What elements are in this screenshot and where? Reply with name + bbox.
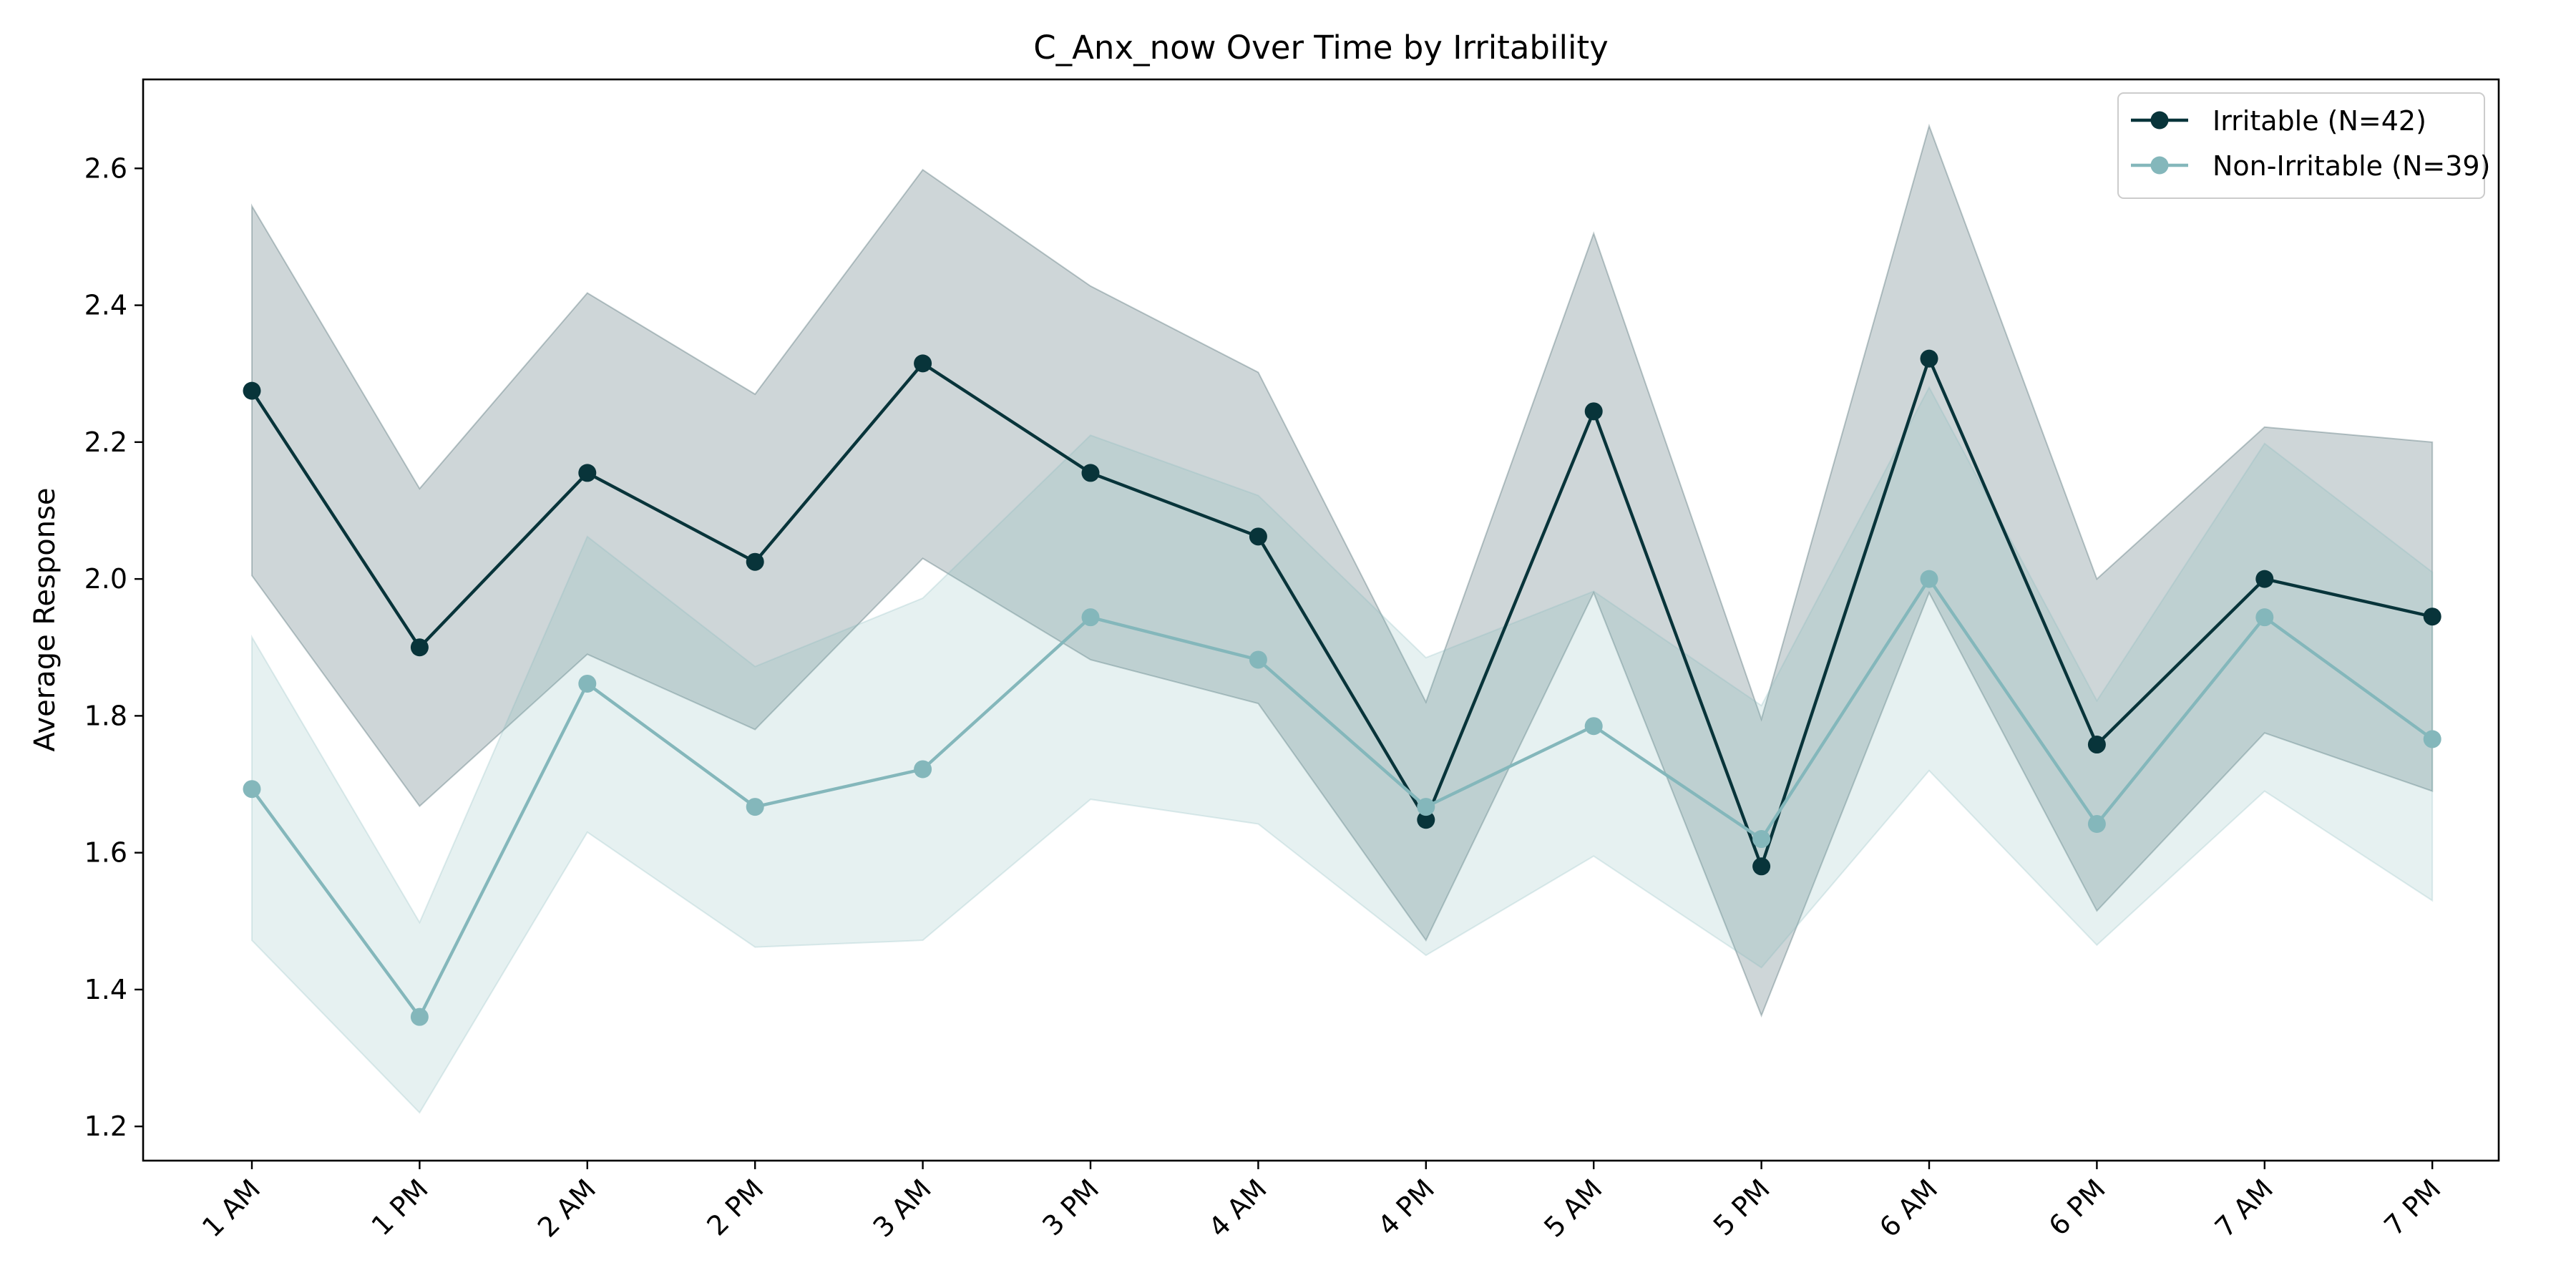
point-series-1-2-pm (746, 552, 764, 571)
point-series-1-7-pm (2423, 608, 2441, 626)
x-tick-label-7-pm: 7 PM (2378, 1173, 2446, 1241)
point-series-2-3-pm (1081, 608, 1100, 627)
x-tick-label-4-am: 4 AM (1202, 1173, 1272, 1243)
legend-marker-series-1 (2150, 111, 2169, 130)
y-tick-label-2-6: 2.6 (84, 152, 127, 184)
x-tick-label-6-am: 6 AM (1873, 1173, 1943, 1243)
point-series-1-1-pm (410, 638, 429, 657)
point-series-1-6-pm (2087, 736, 2106, 754)
point-series-1-3-am (914, 354, 932, 373)
series-markers (243, 349, 2441, 1026)
point-series-2-1-pm (410, 1008, 429, 1026)
point-series-2-7-pm (2423, 730, 2441, 748)
legend-marker-series-2 (2150, 156, 2169, 175)
x-axis: 1 AM 1 PM 2 AM 2 PM 3 AM 3 PM 4 AM 4 PM 5 AM 5 PM… (196, 1161, 2447, 1244)
point-series-2-5-pm (1752, 830, 1771, 849)
y-tick-label-1-8: 1.8 (84, 700, 127, 731)
x-tick-label-2-am: 2 AM (532, 1173, 602, 1243)
y-tick-label-1-4: 1.4 (84, 974, 127, 1005)
line-series-2 (250, 577, 2434, 1019)
x-tick-label-5-am: 5 AM (1538, 1173, 1608, 1243)
legend-label-series-1: Irritable (N=42) (2212, 105, 2426, 137)
y-axis-label: Average Response (29, 487, 62, 751)
x-tick-label-1-pm: 1 PM (366, 1173, 434, 1241)
point-series-2-7-am (2255, 608, 2274, 627)
line-series-1 (250, 356, 2433, 868)
plot-frame (142, 78, 2500, 1162)
confidence-band-series-1 (251, 123, 2434, 1018)
y-tick-label-1-2: 1.2 (84, 1111, 127, 1142)
point-series-2-2-pm (746, 798, 764, 816)
legend: Irritable (N=42) Non-Irritable (N=39) (2117, 92, 2490, 199)
point-series-1-7-am (2255, 570, 2274, 588)
y-axis: 1.2 1.4 1.6 1.8 2.0 2.2 2.4 2.6 (84, 152, 143, 1142)
point-series-2-4-pm (1417, 798, 1435, 816)
x-tick-label-3-am: 3 AM (867, 1173, 937, 1243)
point-series-1-3-pm (1081, 464, 1100, 482)
point-series-2-3-am (914, 760, 932, 779)
point-series-1-1-am (243, 381, 261, 400)
point-series-2-1-am (243, 780, 261, 799)
point-series-2-6-am (1920, 570, 1938, 588)
point-series-1-4-pm (1417, 811, 1435, 829)
series-lines (250, 356, 2434, 1019)
x-tick-label-6-pm: 6 PM (2043, 1173, 2112, 1241)
point-series-2-6-pm (2087, 814, 2106, 833)
point-series-1-4-am (1249, 527, 1267, 546)
x-tick-label-1-am: 1 AM (196, 1173, 266, 1243)
point-series-2-2-am (578, 674, 597, 693)
confidence-band-series-2 (251, 386, 2434, 1114)
x-tick-label-4-pm: 4 PM (1372, 1173, 1440, 1241)
legend-box (2117, 92, 2485, 199)
x-tick-label-7-am: 7 AM (2209, 1173, 2279, 1243)
y-tick-label-2-0: 2.0 (84, 563, 127, 595)
y-tick-label-2-2: 2.2 (84, 426, 127, 458)
y-tick-label-2-4: 2.4 (84, 290, 127, 321)
point-series-1-2-am (578, 464, 597, 482)
x-tick-label-3-pm: 3 PM (1036, 1173, 1105, 1241)
y-tick-label-1-6: 1.6 (84, 837, 127, 869)
x-tick-label-2-pm: 2 PM (701, 1173, 769, 1241)
chart-title: C_Anx_now Over Time by Irritability (1033, 29, 1609, 67)
point-series-2-5-am (1584, 717, 1603, 736)
confidence-bands (251, 123, 2434, 1114)
legend-label-series-2: Non-Irritable (N=39) (2212, 150, 2490, 182)
point-series-2-4-am (1249, 650, 1267, 669)
point-series-1-5-am (1584, 402, 1603, 421)
point-series-1-5-pm (1752, 857, 1771, 876)
x-tick-label-5-pm: 5 PM (1707, 1173, 1776, 1241)
point-series-1-6-am (1920, 349, 1938, 368)
